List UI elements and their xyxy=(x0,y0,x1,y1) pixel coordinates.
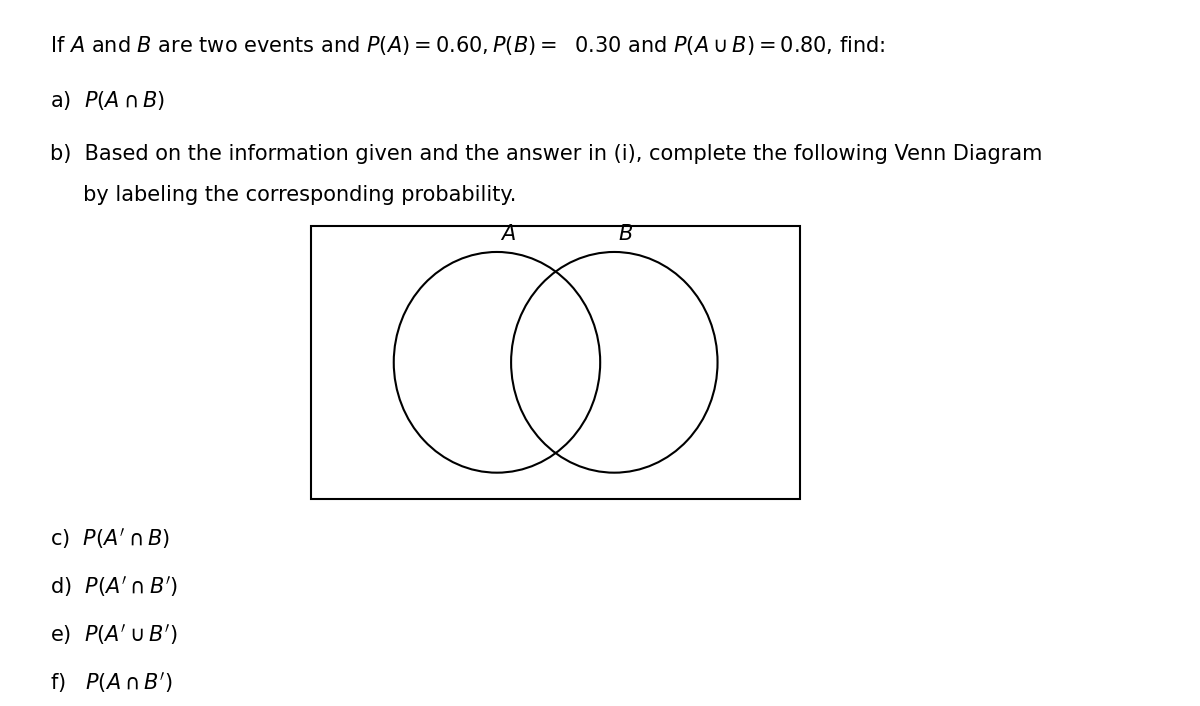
Text: f)   $P(A \cap B')$: f) $P(A \cap B')$ xyxy=(50,670,173,695)
Text: d)  $P(A' \cap B')$: d) $P(A' \cap B')$ xyxy=(50,574,179,599)
Text: b)  Based on the information given and the answer in (i), complete the following: b) Based on the information given and th… xyxy=(50,143,1043,164)
Text: a)  $P(A \cap B)$: a) $P(A \cap B)$ xyxy=(50,89,166,112)
Text: c)  $P(A' \cap B)$: c) $P(A' \cap B)$ xyxy=(50,527,170,551)
Bar xyxy=(311,226,800,499)
Text: by labeling the corresponding probability.: by labeling the corresponding probabilit… xyxy=(50,185,517,205)
Text: $B$: $B$ xyxy=(618,224,632,244)
Text: If $A$ and $B$ are two events and $P(A) = 0.60, P(B) =$  0.30 and $P(A \cup B) =: If $A$ and $B$ are two events and $P(A) … xyxy=(50,35,886,57)
Text: e)  $P(A' \cup B')$: e) $P(A' \cup B')$ xyxy=(50,622,178,647)
Text: $A$: $A$ xyxy=(500,224,516,244)
